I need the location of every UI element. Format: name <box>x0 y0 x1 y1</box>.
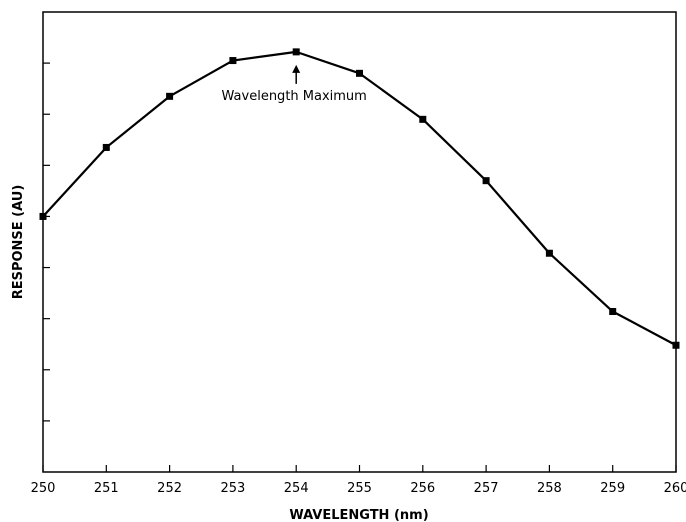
annotation-group: Wavelength Maximum <box>222 64 367 104</box>
x-tick-label: 256 <box>410 481 435 496</box>
data-point <box>229 57 237 65</box>
x-tick-label: 252 <box>157 481 182 496</box>
data-point <box>672 341 680 349</box>
data-point <box>39 212 47 220</box>
y-axis-title: RESPONSE (AU) <box>11 185 26 300</box>
x-tick-label: 253 <box>220 481 245 496</box>
x-tick-label: 255 <box>347 481 372 496</box>
x-tick-label: 254 <box>284 481 309 496</box>
x-ticks: 250 251 252 253 254 255 256 257 258 259 260 <box>31 465 686 496</box>
y-ticks <box>43 62 50 422</box>
x-tick-label: 250 <box>31 481 56 496</box>
plot-frame <box>42 11 677 473</box>
x-tick-label: 260 <box>664 481 686 496</box>
data-point <box>482 177 490 185</box>
data-point <box>419 115 427 123</box>
data-point <box>166 92 174 100</box>
x-axis-title: WAVELENGTH (nm) <box>289 508 428 522</box>
data-point <box>609 308 617 316</box>
data-point <box>545 249 553 257</box>
x-tick-label: 259 <box>600 481 625 496</box>
x-tick-label: 251 <box>94 481 119 496</box>
annotation-arrowhead <box>292 64 301 73</box>
data-point <box>356 69 363 77</box>
data-point <box>292 48 300 56</box>
data-point <box>102 143 110 151</box>
x-tick-label: 257 <box>474 481 499 496</box>
annotation-label: Wavelength Maximum <box>222 89 367 104</box>
series-group <box>39 48 680 349</box>
x-tick-label: 258 <box>537 481 562 496</box>
